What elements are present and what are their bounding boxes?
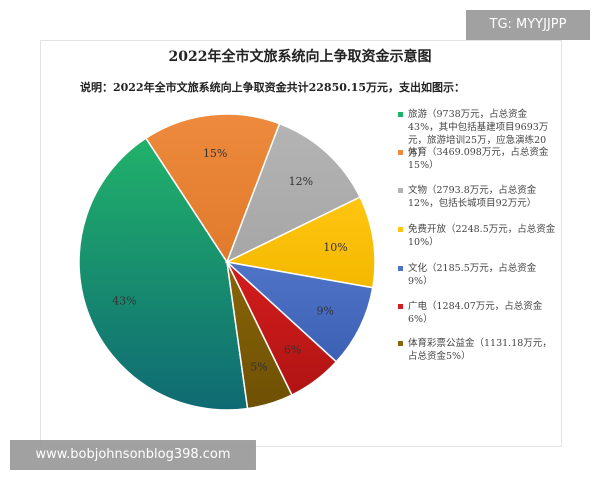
pie-label-broadcast: 6% <box>284 344 301 357</box>
legend-swatch-relics <box>398 188 403 193</box>
legend-text-relics: 文物（2793.8万元，占总资金12%，包括长城项目92万元） <box>408 185 537 209</box>
legend-item-tourism: 旅游（9738万元，占总资金43%，其中包括基建项目9693万元，旅游培训25万… <box>398 108 556 160</box>
legend-item-relics: 文物（2793.8万元，占总资金12%，包括长城项目92万元） <box>398 184 556 210</box>
legend-text-tourism: 旅游（9738万元，占总资金43%，其中包括基建项目9693万元，旅游培训25万… <box>408 109 549 159</box>
pie-slice-free-access <box>224 196 376 289</box>
pie-label-lottery-fund: 5% <box>250 361 267 374</box>
legend-swatch-tourism <box>398 112 403 117</box>
watermark-bottom-left: www.bobjohnsonblog398.com <box>10 440 256 470</box>
legend-swatch-culture <box>398 266 403 271</box>
legend-swatch-free-access <box>398 227 403 232</box>
legend-swatch-broadcast <box>398 304 403 309</box>
legend-item-free-access: 免费开放（2248.5万元，占总资金10%） <box>398 223 556 249</box>
legend-text-broadcast: 广电（1284.07万元，占总资金6%） <box>408 301 543 325</box>
legend-text-free-access: 免费开放（2248.5万元，占总资金10%） <box>408 224 556 248</box>
pie-label-culture: 9% <box>317 304 334 317</box>
pie-label-tourism: 43% <box>112 295 136 308</box>
legend-text-lottery-fund: 体育彩票公益金（1131.18万元，占总资金5%） <box>408 338 552 362</box>
legend-item-sports: 体育（3469.098万元，占总资金15%） <box>398 146 556 172</box>
pie-slice-sports <box>144 113 281 264</box>
pie-label-relics: 12% <box>289 175 313 188</box>
legend-item-lottery-fund: 体育彩票公益金（1131.18万元，占总资金5%） <box>398 337 556 363</box>
watermark-top-right: TG: MYYJJPP <box>466 10 590 40</box>
legend-swatch-lottery-fund <box>398 341 403 346</box>
legend-swatch-sports <box>398 150 403 155</box>
chart-subtitle: 说明：2022年全市文旅系统向上争取资金共计22850.15万元，支出如图示： <box>80 81 466 94</box>
pie-label-sports: 15% <box>203 147 227 160</box>
legend-item-broadcast: 广电（1284.07万元，占总资金6%） <box>398 300 556 326</box>
legend-text-culture: 文化（2185.5万元，占总资金9%） <box>408 263 537 287</box>
pie-slice-culture <box>224 260 374 363</box>
legend-item-culture: 文化（2185.5万元，占总资金9%） <box>398 262 556 288</box>
pie-slice-relics <box>225 122 362 264</box>
pie-label-free-access: 10% <box>323 241 347 254</box>
pie-slice-lottery-fund <box>226 261 293 410</box>
legend-text-sports: 体育（3469.098万元，占总资金15%） <box>408 147 549 171</box>
pie-slice-tourism <box>78 137 249 411</box>
chart-title: 2022年全市文旅系统向上争取资金示意图 <box>168 49 432 65</box>
